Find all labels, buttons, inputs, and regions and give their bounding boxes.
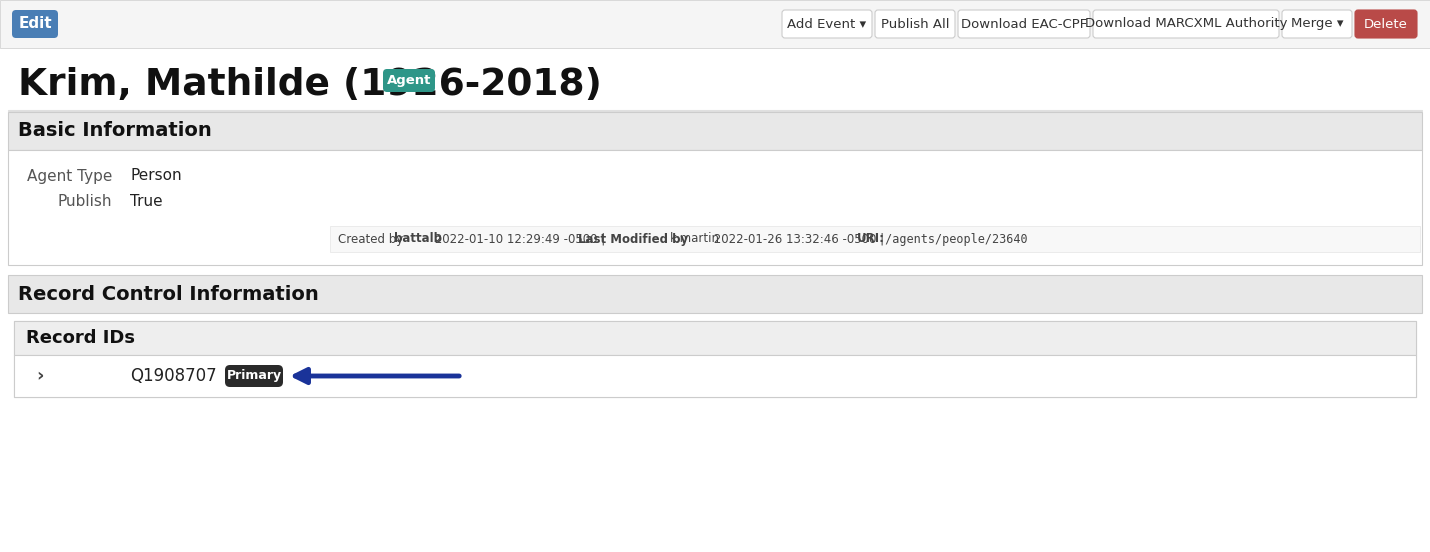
Text: Primary: Primary xyxy=(226,369,282,383)
FancyBboxPatch shape xyxy=(1356,10,1417,38)
Text: ›: › xyxy=(36,367,44,385)
Text: Download MARCXML Authority: Download MARCXML Authority xyxy=(1085,18,1287,30)
Text: Agent Type: Agent Type xyxy=(27,168,112,183)
Text: True: True xyxy=(130,194,163,210)
Text: Delete: Delete xyxy=(1364,18,1409,30)
Text: 2022-01-10 12:29:49 -0500 |: 2022-01-10 12:29:49 -0500 | xyxy=(432,232,609,246)
Bar xyxy=(9,110,1421,111)
Text: Person: Person xyxy=(130,168,182,183)
Text: Krim, Mathilde (1926-2018): Krim, Mathilde (1926-2018) xyxy=(19,67,602,103)
FancyBboxPatch shape xyxy=(782,10,872,38)
Bar xyxy=(330,226,1420,252)
Text: Agent: Agent xyxy=(386,74,432,87)
Text: k.martin: k.martin xyxy=(669,232,719,246)
Text: Created by: Created by xyxy=(337,232,408,246)
FancyBboxPatch shape xyxy=(875,10,955,38)
Text: Publish All: Publish All xyxy=(881,18,950,30)
Text: Basic Information: Basic Information xyxy=(19,121,212,141)
Bar xyxy=(9,275,1421,313)
FancyBboxPatch shape xyxy=(225,365,283,387)
FancyBboxPatch shape xyxy=(11,10,59,38)
Text: Edit: Edit xyxy=(19,17,51,31)
Text: /agents/people/23640: /agents/people/23640 xyxy=(878,232,1028,246)
Text: Q1908707: Q1908707 xyxy=(130,367,216,385)
Text: Add Event ▾: Add Event ▾ xyxy=(788,18,867,30)
Text: battalb: battalb xyxy=(393,232,442,246)
Bar xyxy=(0,0,1430,48)
Text: Record Control Information: Record Control Information xyxy=(19,284,319,304)
Text: Record IDs: Record IDs xyxy=(26,329,134,347)
Bar xyxy=(9,150,1421,265)
Bar xyxy=(14,321,1416,355)
Text: URI:: URI: xyxy=(857,232,884,246)
Bar xyxy=(14,355,1416,397)
Bar xyxy=(14,321,1416,397)
Text: Download EAC-CPF: Download EAC-CPF xyxy=(961,18,1087,30)
FancyBboxPatch shape xyxy=(383,69,435,92)
FancyBboxPatch shape xyxy=(958,10,1090,38)
Text: Merge ▾: Merge ▾ xyxy=(1291,18,1343,30)
FancyBboxPatch shape xyxy=(1283,10,1351,38)
Text: Last Modified by: Last Modified by xyxy=(578,232,692,246)
Text: 2022-01-26 13:32:46 -0500 |: 2022-01-26 13:32:46 -0500 | xyxy=(711,232,888,246)
Bar xyxy=(9,112,1421,150)
Text: Publish: Publish xyxy=(57,194,112,210)
FancyBboxPatch shape xyxy=(1093,10,1278,38)
